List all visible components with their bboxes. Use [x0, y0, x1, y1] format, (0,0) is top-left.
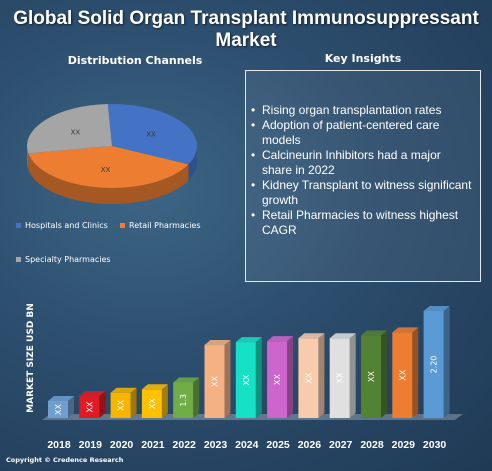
copyright: Copyright © Credence Research: [6, 456, 124, 464]
x-tick-label: 2029: [392, 439, 416, 451]
insight-item: • Retail Pharmacies to witness highest CA…: [246, 208, 474, 238]
bar-value-label: XX: [398, 369, 407, 380]
bar-value-label: XX: [211, 376, 220, 387]
x-tick-label: 2018: [47, 439, 71, 451]
bar: [329, 333, 356, 418]
bar-value-label: XX: [336, 372, 345, 383]
bar-value-label: 2.20: [430, 356, 439, 374]
legend-swatch: [120, 223, 125, 228]
legend-label: Retail Pharmacies: [129, 221, 201, 230]
bar-value-label: XX: [148, 398, 157, 409]
pie-slice-side: [27, 146, 29, 170]
legend-item-hospitals: Hospitals and Clinics: [16, 221, 108, 230]
bar-value-label: XX: [304, 372, 313, 383]
bar-chart: XX 2018 XX 2019 XX 2020 XX 2021 1.3 2022 XX 2023 XX 2…: [42, 306, 463, 451]
bar: [361, 330, 387, 418]
pie-chart-title: Distribution Channels: [67, 54, 203, 67]
x-tick-label: 2020: [110, 439, 134, 451]
bar: [48, 395, 74, 418]
insights-title: Key Insights: [324, 52, 402, 65]
bullet-icon: •: [251, 103, 256, 117]
insight-item: • Adoption of patient-centered care model…: [246, 118, 474, 148]
insight-text: Calcineurin Inhibitors had a major share…: [262, 148, 441, 177]
legend-label: Hospitals and Clinics: [25, 221, 108, 230]
page-title: Global Solid Organ Transplant Immunosupp…: [13, 8, 479, 51]
pie-slice: [28, 146, 189, 188]
bar: [110, 387, 137, 418]
bar: [79, 391, 106, 418]
bullet-icon: •: [251, 118, 256, 132]
insight-item: • Rising organ transplantation rates: [246, 103, 474, 118]
bar: [392, 327, 419, 418]
legend-label: Specialty Pharmacies: [25, 255, 111, 264]
bar-value-label: XX: [273, 374, 282, 385]
insight-text: Adoption of patient-centered care models: [262, 118, 440, 147]
insight-item: • Calcineurin Inhibitors had a major shar…: [246, 148, 474, 178]
x-tick-label: 2025: [266, 439, 290, 451]
x-tick-label: 2019: [79, 439, 103, 451]
bar-value-label: 1.3: [179, 394, 188, 407]
bar-value-label: XX: [242, 374, 251, 385]
bar-value-label: XX: [367, 371, 376, 382]
bar: [267, 336, 294, 418]
x-tick-label: 2027: [329, 439, 353, 451]
x-tick-label: 2022: [173, 439, 197, 451]
bar: [298, 333, 325, 418]
bar: [423, 306, 450, 418]
bullet-icon: •: [251, 148, 256, 162]
insight-text: Kidney Transplant to witness significant…: [262, 178, 472, 207]
bar: [173, 377, 200, 418]
legend-swatch: [16, 257, 21, 262]
pie-slice: [107, 104, 197, 165]
legend-item-specialty: Specialty Pharmacies: [16, 255, 111, 264]
bullet-icon: •: [251, 208, 256, 222]
bullet-icon: •: [251, 178, 256, 192]
legend-swatch: [16, 223, 21, 228]
x-tick-label: 2024: [235, 439, 259, 451]
x-tick-label: 2028: [360, 439, 384, 451]
pie-slice-label: XX: [146, 130, 156, 138]
bar-value-label: XX: [54, 403, 63, 414]
pie-slice-side: [28, 153, 189, 204]
insights-list: • Rising organ transplantation rates • Ado…: [246, 103, 482, 238]
bar-value-label: XX: [85, 401, 94, 412]
bar: [204, 340, 231, 418]
bar-value-label: XX: [117, 399, 126, 410]
insight-text: Retail Pharmacies to witness highest CAG…: [262, 208, 459, 237]
x-tick-label: 2026: [298, 439, 322, 451]
pie-slice-label: XX: [71, 129, 81, 137]
bar: [235, 337, 262, 418]
x-tick-label: 2021: [141, 439, 165, 451]
pie-chart: XX XX XX: [26, 104, 197, 204]
pie-slice-label: XX: [101, 166, 111, 174]
insight-item: • Kidney Transplant to witness significan…: [246, 178, 474, 208]
legend-item-retail: Retail Pharmacies: [120, 221, 201, 230]
pie-slice: [26, 104, 113, 154]
key-insights-panel: • Rising organ transplantation rates • Ado…: [245, 70, 481, 282]
x-tick-label: 2023: [204, 439, 228, 451]
insight-text: Rising organ transplantation rates: [262, 103, 442, 117]
pie-slice-side: [188, 146, 197, 181]
bar: [141, 384, 168, 418]
x-tick-label: 2030: [423, 439, 447, 451]
